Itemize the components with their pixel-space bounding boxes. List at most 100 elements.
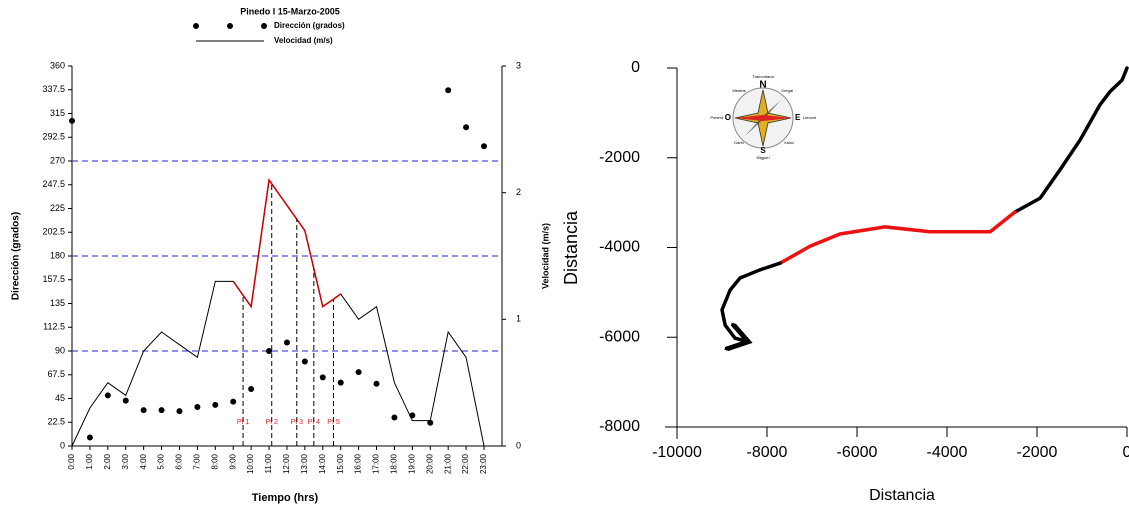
y-tick-label: 292.5 — [42, 132, 65, 142]
legend-label: Dirección (grados) — [274, 21, 345, 30]
direction-point — [463, 124, 470, 131]
y-tick-label: 135 — [50, 298, 65, 308]
y-axis-label: Distancia — [561, 210, 581, 285]
direction-point — [266, 348, 273, 354]
x-tick-label: 12:00 — [282, 453, 291, 474]
trajectory — [1013, 66, 1129, 214]
x-tick-label: 6:00 — [175, 453, 184, 469]
compass-label: Garbí — [734, 140, 745, 145]
y2-axis-label: Velocidad (m/s) — [540, 223, 550, 289]
y-axis-label: Dirección (grados) — [11, 212, 22, 300]
compass-south: S — [760, 146, 766, 155]
x-tick-label: 11:00 — [264, 453, 273, 473]
y-tick-label: 202.5 — [42, 227, 65, 237]
x-tick-label: -8000 — [747, 444, 788, 461]
chart-title: Pinedo l 15-Marzo-2005 — [240, 6, 340, 16]
y-tick-label: 0 — [60, 440, 65, 450]
y-tick-label: 225 — [50, 203, 65, 213]
direction-point — [86, 434, 93, 441]
legend-marker — [193, 23, 199, 29]
x-tick-label: 16:00 — [354, 453, 363, 474]
x-tick-label: 1:00 — [85, 453, 94, 469]
direction-point — [337, 379, 344, 386]
annotation-label: PI 3 — [291, 419, 304, 426]
compass: N S E O Tramontana Gregal Llevant Xaloc … — [710, 74, 816, 160]
x-tick-label: 10:00 — [246, 453, 255, 474]
compass-north: N — [759, 80, 766, 91]
legend-marker — [261, 23, 267, 29]
speed-line-highlight — [232, 178, 342, 309]
annotation-label: PI 2 — [266, 419, 279, 426]
compass-label: Migjorn — [756, 155, 769, 160]
direction-point — [248, 386, 255, 392]
y2-tick-label: 3 — [516, 60, 521, 70]
x-tick-label: 17:00 — [372, 453, 381, 474]
x-tick-label: 4:00 — [139, 453, 148, 469]
x-tick-label: -6000 — [837, 444, 878, 461]
x-tick-label: 2:00 — [103, 453, 112, 469]
compass-label: Llevant — [803, 115, 817, 120]
annotation-label: PI 4 — [308, 419, 321, 426]
compass-label: Tramontana — [752, 74, 774, 79]
y-tick-label: 180 — [50, 250, 65, 260]
chart-2: -10000 -8000 -6000 -4000 -2000 0 -8000 -6000 -40… — [561, 59, 1129, 504]
y-tick-label: 67.5 — [47, 369, 65, 379]
x-tick-label: -4000 — [927, 444, 968, 461]
y-tick-label: 45 — [55, 393, 65, 403]
direction-point — [445, 87, 452, 94]
y-tick-label: 337.5 — [42, 84, 65, 94]
annotation-label: PI 1 — [237, 419, 250, 426]
x-tick-label: 0 — [1123, 444, 1129, 461]
chart-1: Pinedo l 15-Marzo-2005 Dirección (grados)… — [11, 6, 551, 504]
x-tick-label: 23:00 — [479, 453, 488, 474]
compass-needle — [735, 115, 791, 121]
compass-star-diagonal — [745, 100, 781, 136]
x-tick-label: 19:00 — [407, 453, 416, 474]
y-tick-label: 112.5 — [43, 322, 65, 332]
y-tick-label: -2000 — [599, 149, 640, 166]
x-axis-label: Tiempo (hrs) — [252, 492, 319, 504]
direction-point — [355, 369, 362, 376]
direction-point — [104, 392, 111, 399]
y-tick-label: 157.5 — [42, 274, 65, 284]
direction-point — [230, 398, 237, 405]
direction-point — [373, 380, 380, 387]
y2-tick-label: 2 — [516, 187, 521, 197]
compass-label: Gregal — [781, 88, 793, 93]
x-axis-label: Distancia — [869, 487, 935, 504]
direction-point — [158, 407, 165, 414]
compass-label: Ponent — [710, 115, 724, 120]
trajectory — [778, 210, 1017, 265]
compass-label: Mestral — [732, 88, 745, 93]
direction-point — [140, 407, 147, 414]
x-tick-label: 22:00 — [461, 453, 470, 474]
y-tick-label: 22.5 — [47, 417, 65, 427]
direction-point — [391, 414, 398, 421]
direction-point — [122, 397, 129, 404]
y-tick-label: 90 — [55, 345, 65, 355]
y2-tick-label: 1 — [516, 314, 521, 324]
x-tick-label: -2000 — [1017, 444, 1058, 461]
x-tick-label: 9:00 — [228, 453, 237, 469]
x-tick-label: 0:00 — [67, 453, 76, 469]
speed-line — [71, 178, 485, 447]
direction-point — [212, 401, 219, 408]
y-tick-label: 360 — [50, 60, 65, 70]
x-tick-label: 8:00 — [210, 453, 219, 469]
x-tick-label: 21:00 — [443, 453, 452, 474]
x-tick-label: 18:00 — [390, 453, 399, 474]
y-tick-label: 315 — [50, 108, 65, 118]
y-tick-label: -4000 — [599, 239, 640, 256]
y-tick-label: 270 — [50, 155, 65, 165]
x-tick-label: 14:00 — [318, 453, 327, 474]
y-tick-label: 247.5 — [42, 179, 65, 189]
x-tick-label: 3:00 — [121, 453, 130, 469]
y-tick-label: -6000 — [599, 328, 640, 345]
x-tick-label: 15:00 — [336, 453, 345, 474]
direction-point — [319, 374, 326, 381]
annotation-label: PI 5 — [327, 419, 340, 426]
y-tick-label: -8000 — [599, 418, 640, 435]
x-tick-label: 13:00 — [300, 453, 309, 474]
